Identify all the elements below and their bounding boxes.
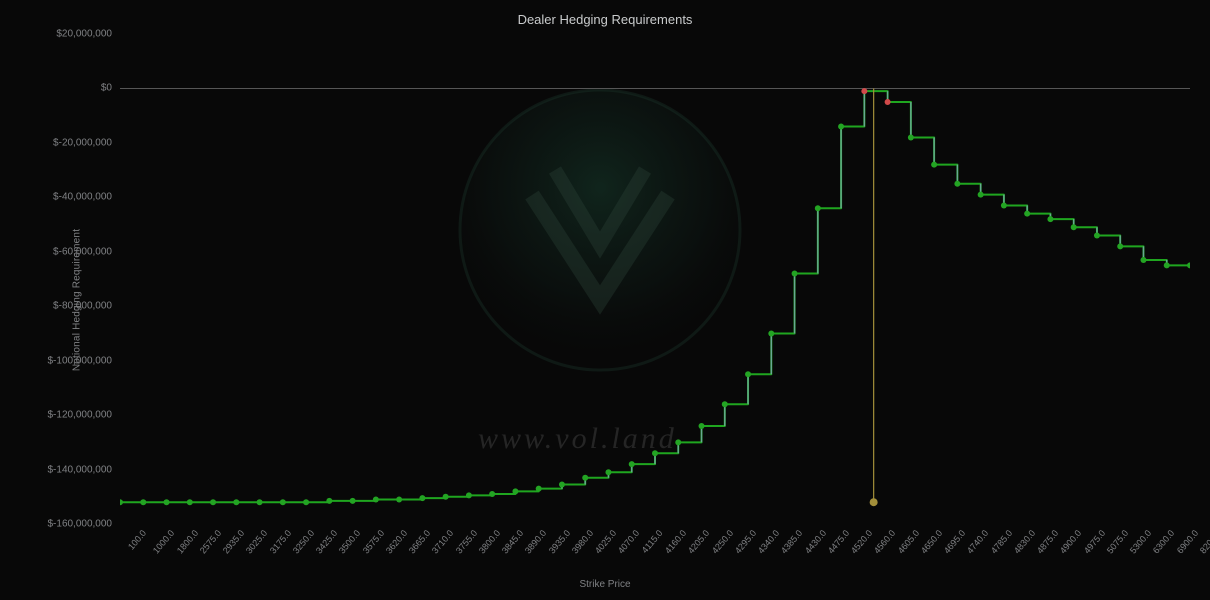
x-tick-label: 1800.0 (174, 528, 199, 556)
x-tick-label: 5300.0 (1128, 528, 1153, 556)
x-axis-label: Strike Price (0, 579, 1210, 590)
x-tick-label: 3980.0 (570, 528, 595, 556)
x-tick-label: 3710.0 (430, 528, 455, 556)
x-tick-label: 4560.0 (872, 528, 897, 556)
y-tick-label: $-120,000,000 (47, 410, 112, 421)
y-tick-label: $0 (101, 83, 112, 94)
x-tick-label: 4205.0 (686, 528, 711, 556)
x-tick-label: 4430.0 (802, 528, 827, 556)
x-tick-label: 4160.0 (663, 528, 688, 556)
x-tick-label: 4070.0 (616, 528, 641, 556)
x-tick-label: 2935.0 (221, 528, 246, 556)
x-tick-label: 4475.0 (826, 528, 851, 556)
x-tick-label: 3665.0 (407, 528, 432, 556)
x-tick-label: 8200.0 (1198, 528, 1210, 556)
x-tick-label: 3800.0 (477, 528, 502, 556)
chart-title: Dealer Hedging Requirements (0, 12, 1210, 27)
x-tick-label: 3250.0 (291, 528, 316, 556)
x-tick-label: 5075.0 (1105, 528, 1130, 556)
x-tick-label: 4605.0 (895, 528, 920, 556)
x-axis-ticks: 100.01000.01800.02575.02935.03025.03175.… (120, 528, 1190, 578)
y-tick-label: $-100,000,000 (47, 355, 112, 366)
x-tick-label: 100.0 (126, 528, 148, 552)
x-tick-label: 2575.0 (198, 528, 223, 556)
plot-area[interactable] (120, 34, 1190, 524)
x-tick-label: 3845.0 (500, 528, 525, 556)
x-tick-label: 3755.0 (453, 528, 478, 556)
x-tick-label: 3500.0 (337, 528, 362, 556)
x-tick-label: 3575.0 (360, 528, 385, 556)
x-tick-label: 4115.0 (639, 528, 664, 555)
x-tick-label: 4975.0 (1082, 528, 1107, 556)
x-tick-label: 4295.0 (733, 528, 758, 556)
x-tick-label: 4695.0 (942, 528, 967, 556)
x-tick-label: 3620.0 (384, 528, 409, 556)
x-tick-label: 3425.0 (314, 528, 339, 556)
x-tick-label: 4900.0 (1058, 528, 1083, 556)
x-tick-label: 4025.0 (593, 528, 618, 556)
y-tick-label: $-20,000,000 (53, 137, 112, 148)
x-tick-label: 3025.0 (244, 528, 269, 556)
y-axis-ticks: $20,000,000$0$-20,000,000$-40,000,000$-6… (0, 34, 118, 524)
x-tick-label: 4740.0 (965, 528, 990, 556)
chart-container: Dealer Hedging Requirements Notional Hed… (0, 0, 1210, 600)
x-tick-label: 4340.0 (756, 528, 781, 556)
y-tick-label: $-40,000,000 (53, 192, 112, 203)
x-tick-label: 4875.0 (1035, 528, 1060, 556)
x-tick-label: 4385.0 (779, 528, 804, 556)
x-tick-label: 6900.0 (1175, 528, 1200, 556)
x-tick-label: 6300.0 (1151, 528, 1176, 556)
x-tick-label: 4785.0 (988, 528, 1013, 556)
y-tick-label: $20,000,000 (56, 29, 112, 40)
x-tick-label: 1000.0 (151, 528, 176, 556)
x-tick-label: 4650.0 (919, 528, 944, 556)
x-tick-label: 3935.0 (547, 528, 572, 556)
y-tick-label: $-60,000,000 (53, 246, 112, 257)
y-tick-label: $-160,000,000 (47, 519, 112, 530)
x-tick-label: 4250.0 (709, 528, 734, 556)
y-tick-label: $-140,000,000 (47, 464, 112, 475)
x-tick-label: 3890.0 (523, 528, 548, 556)
y-tick-label: $-80,000,000 (53, 301, 112, 312)
x-tick-label: 4520.0 (849, 528, 874, 556)
x-tick-label: 4830.0 (1012, 528, 1037, 556)
x-tick-label: 3175.0 (267, 528, 292, 556)
